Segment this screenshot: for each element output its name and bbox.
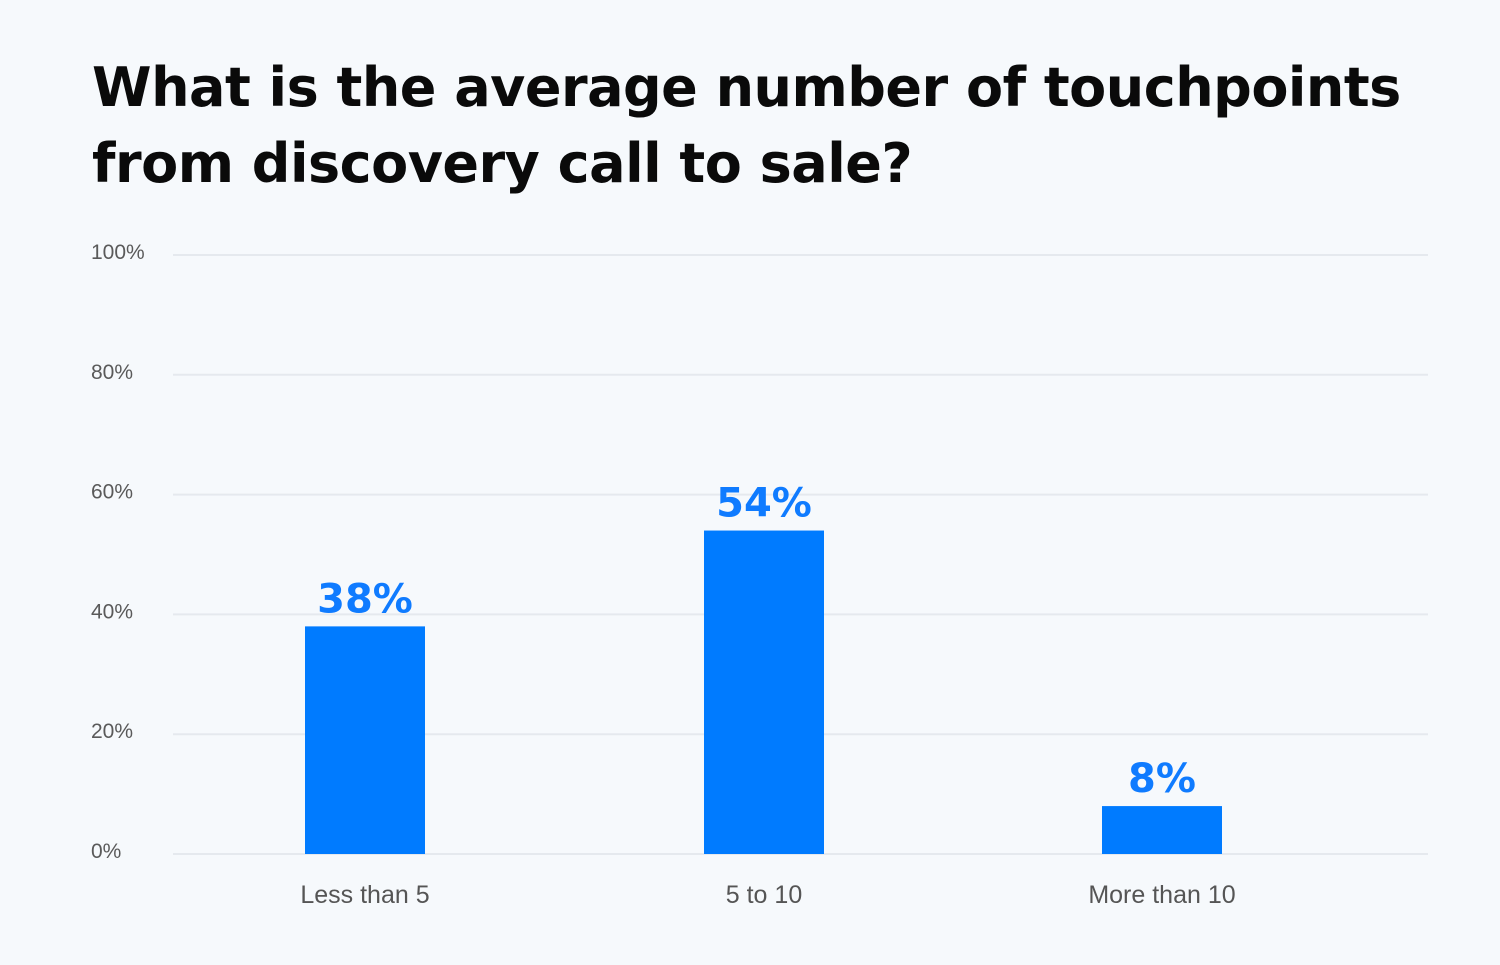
value-label: 54% — [716, 481, 812, 527]
value-label: 38% — [317, 576, 413, 622]
y-tick-label: 0% — [91, 840, 121, 863]
y-tick-label: 80% — [91, 361, 133, 384]
y-tick-label: 100% — [91, 241, 145, 264]
y-tick-label: 60% — [91, 481, 133, 504]
value-label: 8% — [1128, 756, 1196, 802]
chart-title: What is the average number of touchpoint… — [92, 56, 1401, 195]
y-tick-label: 20% — [91, 720, 133, 743]
x-axis-labels: Less than 5 5 to 10 More than 10 — [300, 881, 1235, 909]
bar — [1102, 806, 1222, 854]
x-category-label: Less than 5 — [300, 881, 429, 909]
y-axis-ticks: 0% 20% 40% 60% 80% 100% — [91, 241, 145, 863]
y-tick-label: 40% — [91, 600, 133, 623]
bar — [704, 530, 824, 854]
bar — [305, 626, 425, 854]
x-category-label: 5 to 10 — [726, 881, 802, 909]
x-category-label: More than 10 — [1088, 881, 1235, 909]
bars — [305, 530, 1222, 854]
value-labels: 38% 54% 8% — [317, 481, 1196, 803]
